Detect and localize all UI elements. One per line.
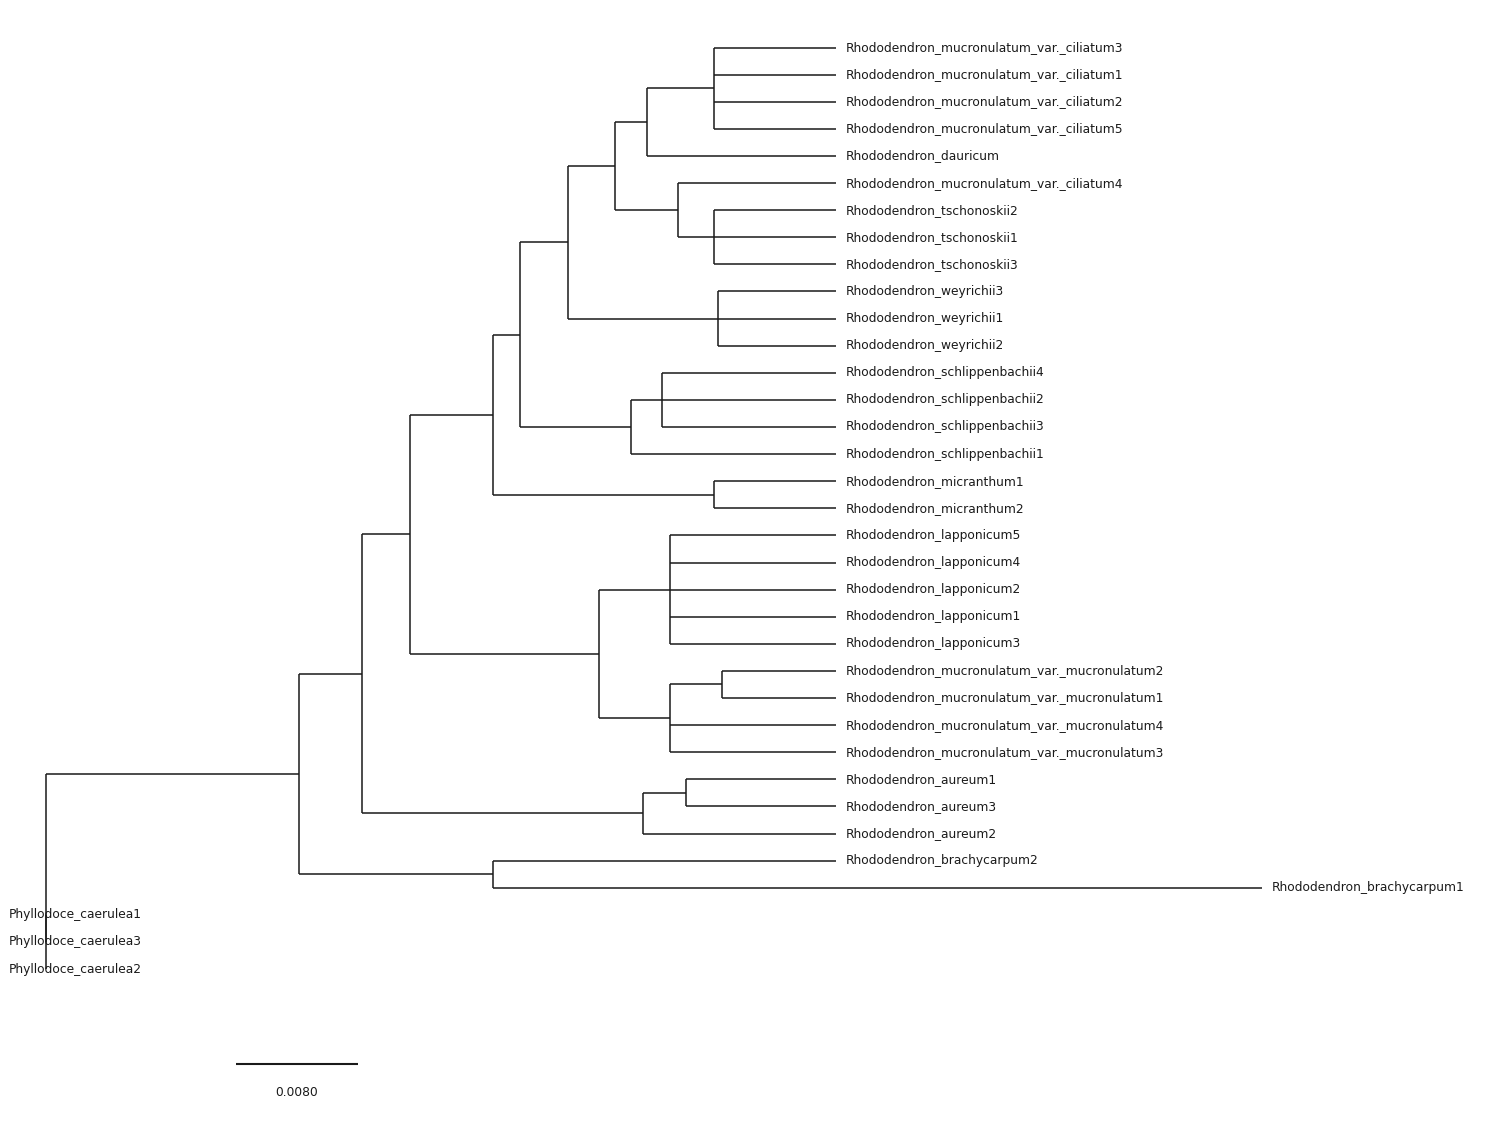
Text: Rhododendron_lapponicum3: Rhododendron_lapponicum3	[846, 637, 1020, 650]
Text: Rhododendron_lapponicum5: Rhododendron_lapponicum5	[846, 529, 1022, 542]
Text: Rhododendron_mucronulatum_var._ciliatum2: Rhododendron_mucronulatum_var._ciliatum2	[846, 96, 1124, 108]
Text: Rhododendron_brachycarpum2: Rhododendron_brachycarpum2	[846, 854, 1038, 867]
Text: Rhododendron_tschonoskii1: Rhododendron_tschonoskii1	[846, 231, 1018, 244]
Text: Rhododendron_lapponicum2: Rhododendron_lapponicum2	[846, 583, 1020, 596]
Text: Rhododendron_schlippenbachii3: Rhododendron_schlippenbachii3	[846, 421, 1044, 433]
Text: Rhododendron_mucronulatum_var._mucronulatum1: Rhododendron_mucronulatum_var._mucronula…	[846, 692, 1164, 704]
Text: Rhododendron_mucronulatum_var._mucronulatum2: Rhododendron_mucronulatum_var._mucronula…	[846, 665, 1164, 677]
Text: Rhododendron_tschonoskii3: Rhododendron_tschonoskii3	[846, 258, 1018, 271]
Text: Rhododendron_tschonoskii2: Rhododendron_tschonoskii2	[846, 204, 1018, 217]
Text: Rhododendron_schlippenbachii4: Rhododendron_schlippenbachii4	[846, 367, 1044, 379]
Text: Rhododendron_schlippenbachii1: Rhododendron_schlippenbachii1	[846, 448, 1044, 460]
Text: Rhododendron_weyrichii1: Rhododendron_weyrichii1	[846, 312, 1004, 325]
Text: Rhododendron_mucronulatum_var._mucronulatum3: Rhododendron_mucronulatum_var._mucronula…	[846, 746, 1164, 758]
Text: 0.0080: 0.0080	[276, 1086, 318, 1098]
Text: Rhododendron_lapponicum1: Rhododendron_lapponicum1	[846, 610, 1020, 623]
Text: Rhododendron_weyrichii2: Rhododendron_weyrichii2	[846, 340, 1004, 352]
Text: Rhododendron_aureum3: Rhododendron_aureum3	[846, 800, 996, 813]
Text: Rhododendron_dauricum: Rhododendron_dauricum	[846, 150, 999, 162]
Text: Rhododendron_mucronulatum_var._ciliatum5: Rhododendron_mucronulatum_var._ciliatum5	[846, 123, 1124, 135]
Text: Phyllodoce_caerulea3: Phyllodoce_caerulea3	[9, 935, 141, 948]
Text: Rhododendron_micranthum2: Rhododendron_micranthum2	[846, 502, 1024, 515]
Text: Rhododendron_schlippenbachii2: Rhododendron_schlippenbachii2	[846, 394, 1044, 406]
Text: Rhododendron_lapponicum4: Rhododendron_lapponicum4	[846, 556, 1020, 569]
Text: Rhododendron_mucronulatum_var._ciliatum1: Rhododendron_mucronulatum_var._ciliatum1	[846, 69, 1124, 81]
Text: Rhododendron_micranthum1: Rhododendron_micranthum1	[846, 475, 1024, 488]
Text: Rhododendron_weyrichii3: Rhododendron_weyrichii3	[846, 285, 1004, 298]
Text: Rhododendron_brachycarpum1: Rhododendron_brachycarpum1	[1272, 881, 1464, 894]
Text: Rhododendron_mucronulatum_var._mucronulatum4: Rhododendron_mucronulatum_var._mucronula…	[846, 719, 1164, 731]
Text: Rhododendron_mucronulatum_var._ciliatum3: Rhododendron_mucronulatum_var._ciliatum3	[846, 42, 1124, 54]
Text: Phyllodoce_caerulea1: Phyllodoce_caerulea1	[9, 908, 141, 921]
Text: Phyllodoce_caerulea2: Phyllodoce_caerulea2	[9, 963, 141, 975]
Text: Rhododendron_aureum1: Rhododendron_aureum1	[846, 773, 996, 785]
Text: Rhododendron_mucronulatum_var._ciliatum4: Rhododendron_mucronulatum_var._ciliatum4	[846, 177, 1124, 190]
Text: Rhododendron_aureum2: Rhododendron_aureum2	[846, 827, 996, 840]
